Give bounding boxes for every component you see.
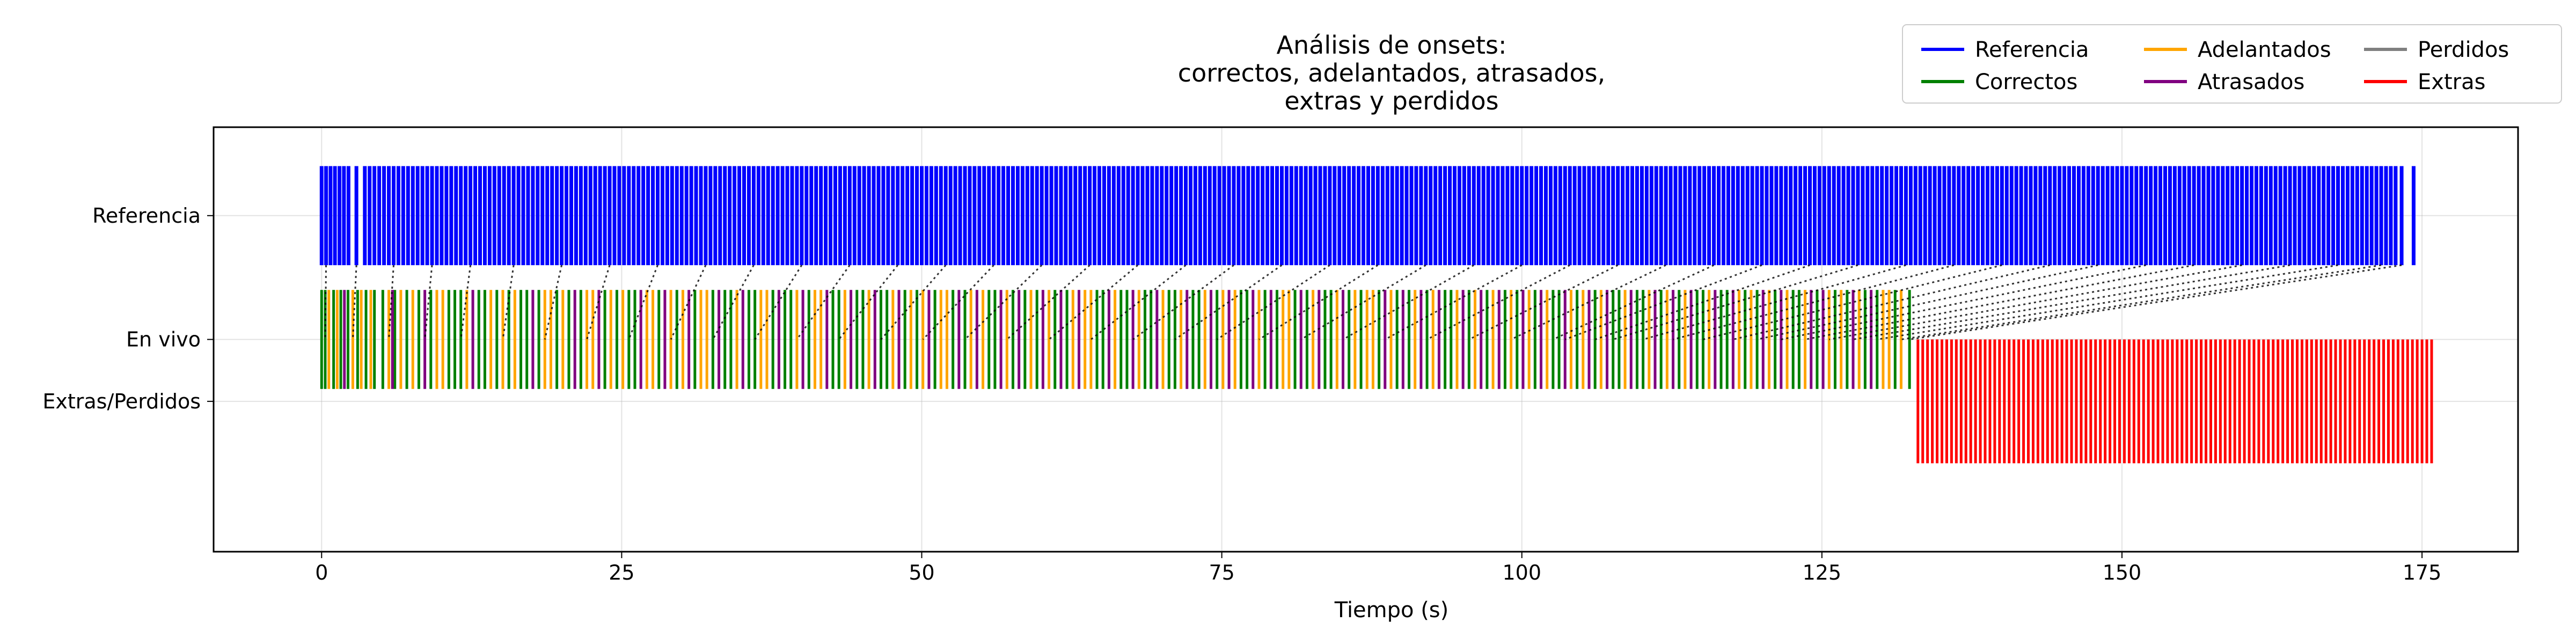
y-axis: Referencia En vivo Extras/Perdidos xyxy=(42,204,214,413)
y-tick-label: Referencia xyxy=(92,204,201,228)
onset-link-line xyxy=(1901,264,2382,340)
onset-link-line xyxy=(388,265,394,340)
extra-onsets xyxy=(1916,339,2433,464)
x-tick-label: 175 xyxy=(2403,561,2442,584)
legend-label: Adelantados xyxy=(2198,38,2331,62)
onset-link-line xyxy=(796,265,851,340)
onset-link-line xyxy=(922,265,994,340)
onset-link-line xyxy=(1342,264,1475,340)
legend-label: Atrasados xyxy=(2198,70,2304,94)
onset-link-line xyxy=(1805,264,2194,340)
x-axis-label: Tiempo (s) xyxy=(1334,598,1449,623)
onset-link-line xyxy=(1594,264,1810,340)
x-tick-label: 0 xyxy=(315,561,328,584)
onset-link-line xyxy=(544,265,563,340)
y-tick-label: En vivo xyxy=(126,328,201,352)
onset-link-line xyxy=(352,265,357,340)
onset-link-line xyxy=(1909,264,2402,340)
y-tick-label: Extras/Perdidos xyxy=(42,390,201,413)
onset-link-line xyxy=(628,265,658,340)
legend-label: Perdidos xyxy=(2418,38,2509,62)
onset-link-line xyxy=(1385,264,1523,340)
legend-box xyxy=(1902,24,2562,104)
x-tick-label: 50 xyxy=(909,561,934,584)
onset-link-line xyxy=(1006,264,1091,340)
onset-link-line xyxy=(1829,264,2242,340)
x-tick-label: 125 xyxy=(1803,561,1842,584)
chart-title-line-3: extras y perdidos xyxy=(1284,86,1498,115)
onset-link-line xyxy=(1090,264,1187,340)
onset-links xyxy=(324,264,2402,340)
onset-link-line xyxy=(1468,264,1619,340)
legend: Referencia Correctos Adelantados Atrasados P… xyxy=(1902,24,2562,104)
plot-area xyxy=(213,126,2519,553)
onset-link-line xyxy=(1174,264,1283,340)
onset-link-line xyxy=(964,264,1043,340)
onset-link-line xyxy=(586,265,611,340)
chart-title: Análisis de onsets: correctos, adelantad… xyxy=(1178,31,1605,115)
onset-link-line xyxy=(1216,264,1330,340)
onset-link-line xyxy=(1673,264,1955,340)
onset-link-line xyxy=(424,265,433,340)
reference-onsets xyxy=(319,166,2416,266)
onset-link-line xyxy=(502,265,515,340)
chart-title-line-1: Análisis de onsets: xyxy=(1277,31,1507,60)
x-tick-label: 75 xyxy=(1209,561,1234,584)
x-tick-label: 100 xyxy=(1502,561,1541,584)
onset-link-line xyxy=(1258,264,1379,340)
onset-link-line xyxy=(712,265,755,340)
onset-link-line xyxy=(1853,264,2290,340)
x-axis: 0 25 50 75 100 125 150 175 xyxy=(315,552,2441,584)
legend-label: Extras xyxy=(2418,70,2485,94)
x-tick-label: 150 xyxy=(2103,561,2142,584)
legend-label: Correctos xyxy=(1975,70,2077,94)
legend-label: Referencia xyxy=(1975,38,2089,62)
onset-link-line xyxy=(754,265,803,340)
onset-link-line xyxy=(324,265,327,340)
onset-link-line xyxy=(1510,264,1666,340)
onset-link-line xyxy=(880,265,947,340)
onset-link-line xyxy=(1733,264,2051,340)
onset-link-line xyxy=(460,265,472,340)
x-tick-label: 25 xyxy=(609,561,634,584)
chart-title-line-2: correctos, adelantados, atrasados, xyxy=(1178,58,1605,87)
onset-link-line xyxy=(1757,264,2098,340)
